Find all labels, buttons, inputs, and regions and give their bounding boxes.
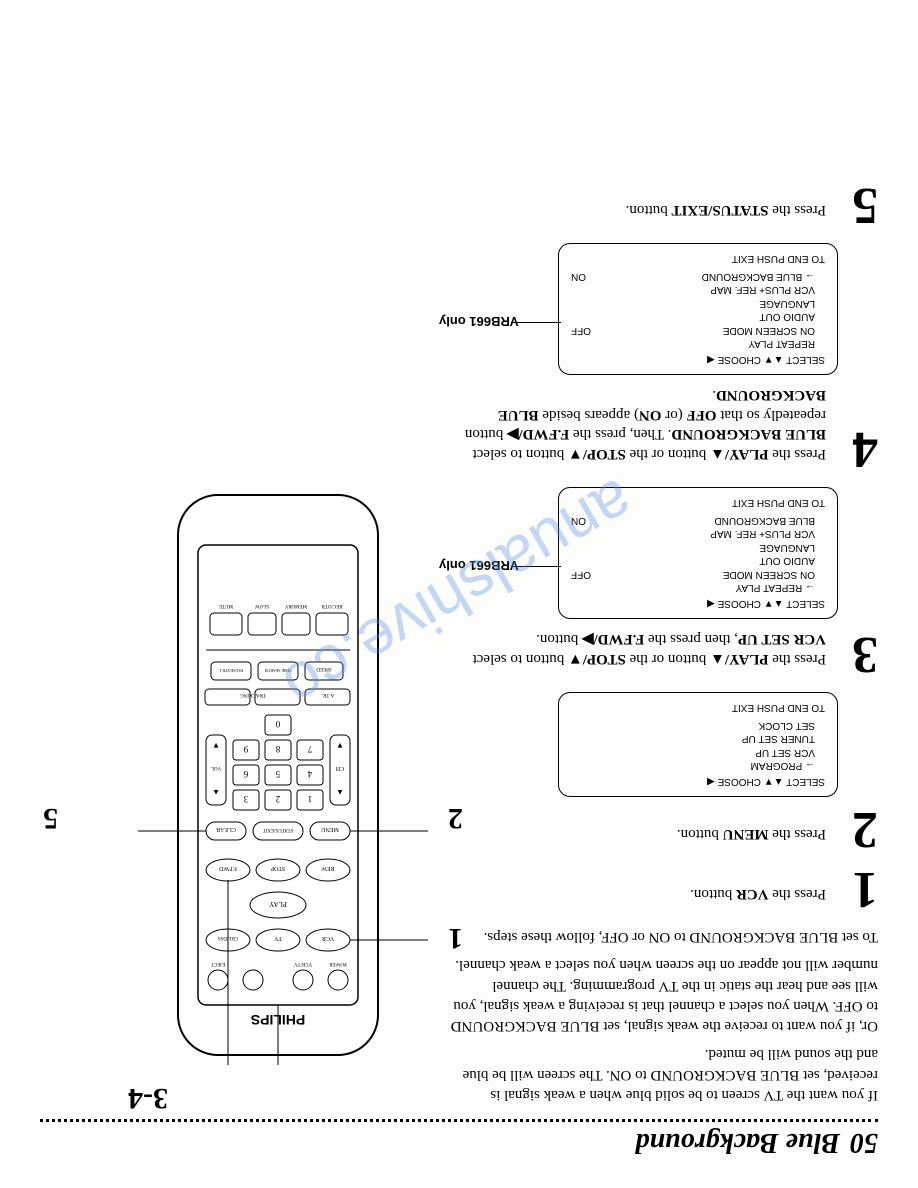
vrb-note: VRB661 only xyxy=(439,556,518,574)
svg-text:2: 2 xyxy=(276,794,281,804)
svg-text:STOP: STOP xyxy=(270,865,285,871)
instructions-column: If you want the TV screen to be solid bl… xyxy=(448,182,878,1105)
vrb-note: VRB661 only xyxy=(439,312,518,330)
step-2: 2 Press the MENU button. xyxy=(448,807,878,851)
step-1: 1 Press the VCR button. xyxy=(448,867,878,911)
page-title: Blue Background xyxy=(635,1127,840,1158)
svg-text:MUTE: MUTE xyxy=(219,603,233,608)
svg-text:MEMORY: MEMORY xyxy=(285,603,308,608)
svg-text:MENU: MENU xyxy=(321,826,339,832)
step-num-2: 2 xyxy=(836,807,878,851)
svg-text:TV: TV xyxy=(273,935,282,941)
svg-text:VOL: VOL xyxy=(211,765,221,770)
step-3: 3 Press the PLAY/▲ button or the STOP/▼ … xyxy=(448,629,878,676)
intro-text: If you want the TV screen to be solid bl… xyxy=(448,927,878,1105)
step-num-4: 4 xyxy=(836,426,878,470)
svg-text:CH: CH xyxy=(335,765,344,771)
svg-text:REC/OTR: REC/OTR xyxy=(321,603,343,608)
vrb-pointer-line xyxy=(511,322,561,323)
intro-p3: To set BLUE BACKGROUND to ON or OFF, fol… xyxy=(448,927,878,947)
svg-text:SPEED: SPEED xyxy=(316,666,332,671)
remote-diagram: 1 2 5 PHILIPS POWER VCR/TV xyxy=(48,485,428,1065)
svg-text:1: 1 xyxy=(308,794,313,804)
osd-menu-2: SELECT ▲▼ CHOOSE ◀ → REPEAT PLAY ON SCRE… xyxy=(558,487,838,619)
svg-text:TRACKING: TRACKING xyxy=(240,692,266,697)
svg-text:REW: REW xyxy=(321,865,335,871)
step-text-1: Press the VCR button. xyxy=(690,884,826,912)
svg-text:8: 8 xyxy=(275,744,280,754)
osd1-header: SELECT ▲▼ CHOOSE ◀ xyxy=(571,774,825,788)
svg-text:POWER: POWER xyxy=(329,961,347,966)
step-num-1: 1 xyxy=(836,867,878,911)
remote-svg: PHILIPS POWER VCR/TV EJECT VCR TV CBL/D xyxy=(128,485,428,1065)
callout-3-4: 3-4 xyxy=(128,1081,168,1115)
svg-text:0: 0 xyxy=(275,719,280,729)
callout-5: 5 xyxy=(43,801,58,835)
osd3-header: SELECT ▲▼ CHOOSE ◀ xyxy=(571,352,825,366)
svg-text:STATUS/EXIT: STATUS/EXIT xyxy=(263,827,294,832)
svg-text:SLOW: SLOW xyxy=(255,603,269,608)
svg-text:▲: ▲ xyxy=(212,788,220,797)
svg-text:5: 5 xyxy=(275,769,280,779)
svg-text:PAUSE/STILL: PAUSE/STILL xyxy=(218,668,243,673)
step-text-2: Press the MENU button. xyxy=(677,823,826,851)
step-5: 5 Press the STATUS/EXIT button. xyxy=(448,182,878,226)
intro-p1: If you want the TV screen to be solid bl… xyxy=(448,1044,878,1105)
svg-text:3: 3 xyxy=(243,794,248,804)
svg-text:PLAY: PLAY xyxy=(269,900,287,908)
svg-text:7: 7 xyxy=(307,744,312,754)
svg-text:CLEAR: CLEAR xyxy=(216,826,236,832)
step-4: 4 Press the PLAY/▲ button or the STOP/▼ … xyxy=(448,385,878,471)
step-text-3: Press the PLAY/▲ button or the STOP/▼ bu… xyxy=(448,629,826,676)
osd1-item: SET CLOCK xyxy=(571,718,815,732)
svg-text:VCR/TV: VCR/TV xyxy=(293,961,312,966)
svg-text:TIME SEARCH: TIME SEARCH xyxy=(265,668,292,673)
callout-1: 1 xyxy=(448,921,463,955)
osd2-header: SELECT ▲▼ CHOOSE ◀ xyxy=(571,596,825,610)
page-number: 50 xyxy=(850,1127,878,1158)
svg-text:F.FWD: F.FWD xyxy=(218,865,236,871)
vrb-pointer-line xyxy=(511,566,561,567)
osd-menu-3: SELECT ▲▼ CHOOSE ◀ REPEAT PLAY ON SCREEN… xyxy=(558,243,838,375)
step-num-3: 3 xyxy=(836,631,878,675)
step-num-5: 5 xyxy=(836,182,878,226)
callout-2: 2 xyxy=(448,801,463,835)
osd1-item: VCR SET UP xyxy=(571,745,815,759)
svg-text:EJECT: EJECT xyxy=(211,961,225,966)
svg-text:▲: ▲ xyxy=(336,788,344,797)
svg-text:A.TR.: A.TR. xyxy=(322,692,335,697)
intro-p2: Or, if you want to receive the weak sign… xyxy=(448,955,878,1036)
svg-text:6: 6 xyxy=(243,769,248,779)
svg-text:▼: ▼ xyxy=(212,741,220,750)
osd1-item: → PROGRAM xyxy=(571,759,815,773)
svg-text:9: 9 xyxy=(243,744,248,754)
svg-text:VCR: VCR xyxy=(322,935,334,941)
step-text-4: Press the PLAY/▲ button or the STOP/▼ bu… xyxy=(448,385,826,471)
svg-text:4: 4 xyxy=(307,769,312,779)
osd1-footer: TO END PUSH EXIT xyxy=(571,701,825,715)
page-header: 50 Blue Background xyxy=(40,1119,878,1158)
step-text-5: Press the STATUS/EXIT button. xyxy=(626,199,826,227)
remote-column: 3-4 1 2 5 PHILIPS POWER VCR/TV xyxy=(48,182,428,1105)
osd3-footer: TO END PUSH EXIT xyxy=(571,252,825,266)
osd1-item: TUNER SET UP xyxy=(571,732,815,746)
svg-text:▼: ▼ xyxy=(336,741,344,750)
osd2-footer: TO END PUSH EXIT xyxy=(571,496,825,510)
osd-menu-1: SELECT ▲▼ CHOOSE ◀ → PROGRAM VCR SET UP … xyxy=(558,692,838,797)
